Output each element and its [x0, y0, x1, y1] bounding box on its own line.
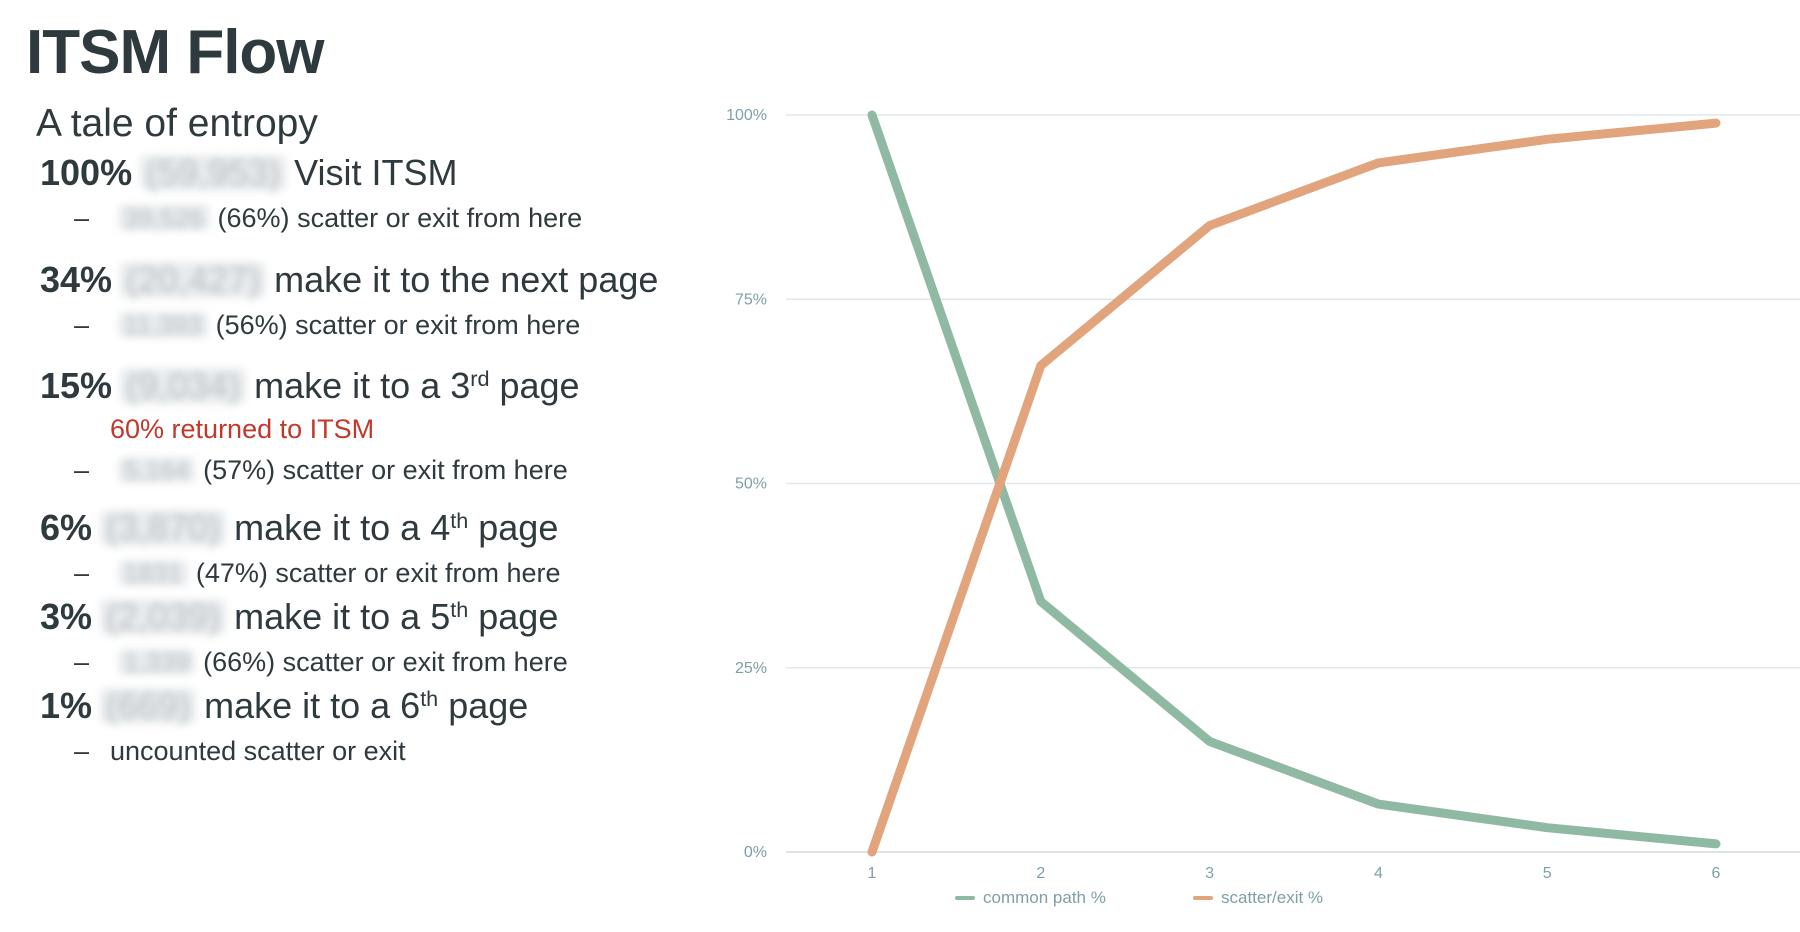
stage-text: make it to a 5: [234, 596, 450, 637]
exit-percent: (66%): [203, 647, 275, 677]
exit-percent: (57%): [203, 455, 275, 485]
y-tick-label: 100%: [726, 107, 767, 124]
stage-percent: 1%: [40, 685, 92, 726]
dash-bullet: –: [74, 738, 110, 765]
exit-count-redacted: 11,393: [118, 312, 208, 338]
stage-exit-row: –11,393 (56%) scatter or exit from here: [74, 312, 658, 339]
return-note: 60% returned to ITSM: [110, 416, 580, 443]
x-tick-label: 4: [1374, 865, 1383, 882]
ordinal-suffix: th: [450, 508, 468, 533]
exit-count-redacted: 1,339: [118, 649, 195, 675]
ordinal-suffix: th: [450, 597, 468, 622]
stage-count-redacted: (9,034): [120, 368, 246, 404]
stage-percent: 3%: [40, 596, 92, 637]
exit-percent: (56%): [216, 310, 288, 340]
stage-1: 100%(59,953)Visit ITSM –39,526 (66%) scat…: [40, 155, 582, 232]
stage-text: make it to the next page: [274, 259, 658, 300]
dash-bullet: –: [74, 205, 110, 232]
exit-text: scatter or exit from here: [297, 203, 582, 233]
stage-text: make it to a 3: [254, 365, 470, 406]
stage-count-redacted: (2,039): [100, 599, 226, 635]
chart-svg: 0% 25% 50% 75% 100% 1 2 3 4 5 6 common path % scatte…: [700, 0, 1800, 927]
stage-text-tail: page: [499, 365, 579, 406]
stage-percent: 15%: [40, 365, 112, 406]
y-tick-label: 25%: [735, 660, 767, 677]
exit-text: scatter or exit from here: [283, 455, 568, 485]
stage-exit-row: –uncounted scatter or exit: [74, 738, 528, 765]
stage-count-redacted: (20,427): [120, 262, 266, 298]
stage-headline: 6%(3,870)make it to a 4th page: [40, 510, 561, 546]
stage-headline: 3%(2,039)make it to a 5th page: [40, 599, 568, 635]
dash-bullet: –: [74, 649, 110, 676]
stage-exit-row: –1,339 (66%) scatter or exit from here: [74, 649, 568, 676]
x-tick-label: 5: [1543, 865, 1552, 882]
stage-exit-row: –39,526 (66%) scatter or exit from here: [74, 205, 582, 232]
exit-text: scatter or exit from here: [283, 647, 568, 677]
stage-text: make it to a 6: [204, 685, 420, 726]
dash-bullet: –: [74, 560, 110, 587]
narrative-panel: ITSM Flow A tale of entropy 100%(59,953)…: [0, 0, 700, 927]
stage-6: 1%(669)make it to a 6th page –uncounted …: [40, 688, 528, 765]
exit-text: scatter or exit from here: [295, 310, 580, 340]
dash-bullet: –: [74, 457, 110, 484]
exit-count-redacted: 39,526: [118, 205, 210, 231]
legend-label: scatter/exit %: [1221, 888, 1323, 907]
legend-label: common path %: [983, 888, 1106, 907]
exit-text: uncounted scatter or exit: [110, 736, 406, 766]
series-line-scatter-exit: [872, 123, 1716, 852]
x-tick-label: 6: [1712, 865, 1721, 882]
dash-bullet: –: [74, 312, 110, 339]
stage-2: 34%(20,427)make it to the next page –11,…: [40, 262, 658, 339]
exit-count-redacted: 1831: [118, 560, 188, 586]
stage-count-redacted: (669): [100, 688, 196, 724]
y-tick-label: 50%: [735, 476, 767, 493]
stage-count-redacted: (3,870): [100, 510, 226, 546]
exit-text: scatter or exit from here: [275, 558, 560, 588]
y-tick-label: 0%: [744, 844, 767, 861]
stage-4: 6%(3,870)make it to a 4th page –1831 (47%…: [40, 510, 561, 587]
stage-headline: 34%(20,427)make it to the next page: [40, 262, 658, 298]
stage-exit-row: –5,164 (57%) scatter or exit from here: [74, 457, 580, 484]
page-subtitle: A tale of entropy: [36, 104, 318, 143]
exit-count-redacted: 5,164: [118, 457, 195, 483]
stage-percent: 34%: [40, 259, 112, 300]
stage-count-redacted: (59,953): [140, 155, 286, 191]
stage-5: 3%(2,039)make it to a 5th page –1,339 (66…: [40, 599, 568, 676]
funnel-line-chart: 0% 25% 50% 75% 100% 1 2 3 4 5 6 common path % scatte…: [700, 0, 1800, 927]
stage-text: make it to a 4: [234, 507, 450, 548]
exit-percent: (47%): [196, 558, 268, 588]
ordinal-suffix: rd: [470, 366, 489, 391]
stage-exit-row: –1831 (47%) scatter or exit from here: [74, 560, 561, 587]
x-tick-label: 3: [1205, 865, 1214, 882]
stage-text-tail: page: [448, 685, 528, 726]
y-tick-label: 75%: [735, 291, 767, 308]
ordinal-suffix: th: [420, 686, 438, 711]
stage-text-tail: page: [478, 596, 558, 637]
stage-headline: 15%(9,034)make it to a 3rd page: [40, 368, 580, 404]
stage-percent: 6%: [40, 507, 92, 548]
exit-percent: (66%): [218, 203, 290, 233]
stage-text-tail: page: [478, 507, 558, 548]
stage-headline: 1%(669)make it to a 6th page: [40, 688, 528, 724]
page-title: ITSM Flow: [26, 22, 324, 84]
x-tick-label: 2: [1036, 865, 1045, 882]
stage-percent: 100%: [40, 152, 132, 193]
x-tick-label: 1: [868, 865, 877, 882]
stage-text: Visit ITSM: [294, 152, 457, 193]
stage-headline: 100%(59,953)Visit ITSM: [40, 155, 582, 191]
stage-3: 15%(9,034)make it to a 3rd page 60% retu…: [40, 368, 580, 484]
